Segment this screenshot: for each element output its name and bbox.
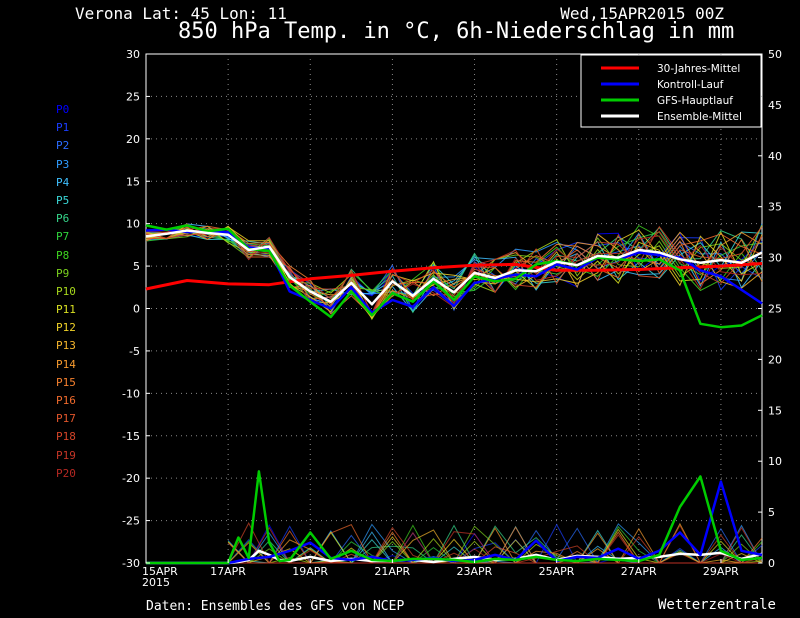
y-right-tick-label: 30 xyxy=(768,252,782,265)
y-left-tick-label: -10 xyxy=(122,387,140,400)
ensemble-member-label: P16 xyxy=(56,394,76,407)
data-source-note: Daten: Ensembles des GFS von NCEP xyxy=(146,599,405,614)
y-left-tick-label: -15 xyxy=(122,430,140,443)
ensemble-member-label: P18 xyxy=(56,430,76,444)
legend-label: Kontroll-Lauf xyxy=(657,79,724,91)
y-left-tick-label: -25 xyxy=(122,515,140,528)
ensemble-mittel-line xyxy=(145,229,763,306)
y-right-tick-label: 20 xyxy=(768,353,782,366)
ensemble-member-label: P15 xyxy=(56,375,76,389)
brand-label: Wetterzentrale xyxy=(657,597,776,613)
ensemble-member-label: P10 xyxy=(56,284,76,298)
legend-label: 30-Jahres-Mittel xyxy=(657,63,740,75)
ensemble-member-line xyxy=(145,226,763,316)
ensemble-member-precip-line xyxy=(228,531,762,564)
y-left-tick-label: -20 xyxy=(122,472,140,485)
ensemble-member-label: P8 xyxy=(56,248,70,262)
x-tick-label: 23APR xyxy=(457,565,493,578)
y-left-tick-label: -5 xyxy=(129,345,140,358)
y-right-tick-label: 25 xyxy=(768,303,782,316)
y-right-tick-label: 15 xyxy=(768,404,782,417)
ensemble-member-label: P6 xyxy=(56,212,70,226)
ensemble-member-list: P0 P1 P2 P3 P4 P5 P6 P7 P8 P9 P10 P11 P12 P13 P14 P15 P1… xyxy=(56,101,106,483)
ensemble-member-label: P3 xyxy=(56,157,70,171)
y-left-tick-label: 10 xyxy=(126,218,140,231)
y-left-tick-label: 30 xyxy=(126,48,140,61)
y-right-tick-label: 50 xyxy=(768,48,782,61)
y-left-tick-label: 0 xyxy=(133,303,140,316)
gfs-hauptlauf-niederschlag--line xyxy=(146,470,763,565)
x-tick-label: 2015 xyxy=(142,576,170,589)
30-jahres-mittel-line xyxy=(145,262,763,291)
legend-label: Ensemble-Mittel xyxy=(657,111,742,123)
header-datetime: Wed,15APR2015 00Z xyxy=(560,4,724,23)
ensemble-member-label: P17 xyxy=(56,412,76,426)
legend-label: GFS-Hauptlauf xyxy=(657,95,733,107)
x-tick-label: 15APR xyxy=(142,565,178,578)
ensemble-member-label: P12 xyxy=(56,321,76,335)
header-location: Verona Lat: 45 Lon: 11 xyxy=(75,4,287,23)
y-right-tick-label: 35 xyxy=(768,201,782,214)
y-right-tick-label: 40 xyxy=(768,150,782,163)
x-tick-label: 29APR xyxy=(703,565,739,578)
x-tick-label: 17APR xyxy=(210,565,246,578)
y-right-tick-label: 45 xyxy=(768,99,782,112)
y-left-tick-label: 5 xyxy=(133,260,140,273)
ensemble-member-label: P4 xyxy=(56,175,70,189)
chart-title: 850 hPa Temp. in °C, 6h-Niederschlag in … xyxy=(178,19,735,44)
y-right-tick-label: 0 xyxy=(768,557,775,570)
x-tick-label: 27APR xyxy=(621,565,657,578)
y-right-tick-label: 10 xyxy=(768,455,782,468)
ensemble-member-label: P2 xyxy=(56,139,70,153)
ensemble-member-label: P14 xyxy=(56,357,76,371)
ensemble-member-label: P20 xyxy=(56,466,76,480)
y-left-tick-label: 15 xyxy=(126,175,140,188)
x-tick-label: 21APR xyxy=(374,565,410,578)
ensemble-member-label: P1 xyxy=(56,121,70,135)
y-left-tick-label: 25 xyxy=(126,90,140,103)
x-tick-label: 25APR xyxy=(539,565,575,578)
ensemble-member-label: P0 xyxy=(56,103,70,116)
y-left-tick-label: -30 xyxy=(122,557,140,570)
y-left-tick-label: 20 xyxy=(126,133,140,146)
ensemble-member-label: P19 xyxy=(56,448,76,462)
y-right-tick-label: 5 xyxy=(768,506,775,519)
ensemble-member-label: P5 xyxy=(56,193,70,207)
ensemble-member-label: P7 xyxy=(56,230,70,244)
ensemble-member-line xyxy=(145,230,763,315)
ensemble-member-label: P13 xyxy=(56,339,76,353)
ensemble-member-label: P11 xyxy=(56,303,76,317)
x-tick-label: 19APR xyxy=(292,565,328,578)
ensemble-member-label: P9 xyxy=(56,266,70,280)
